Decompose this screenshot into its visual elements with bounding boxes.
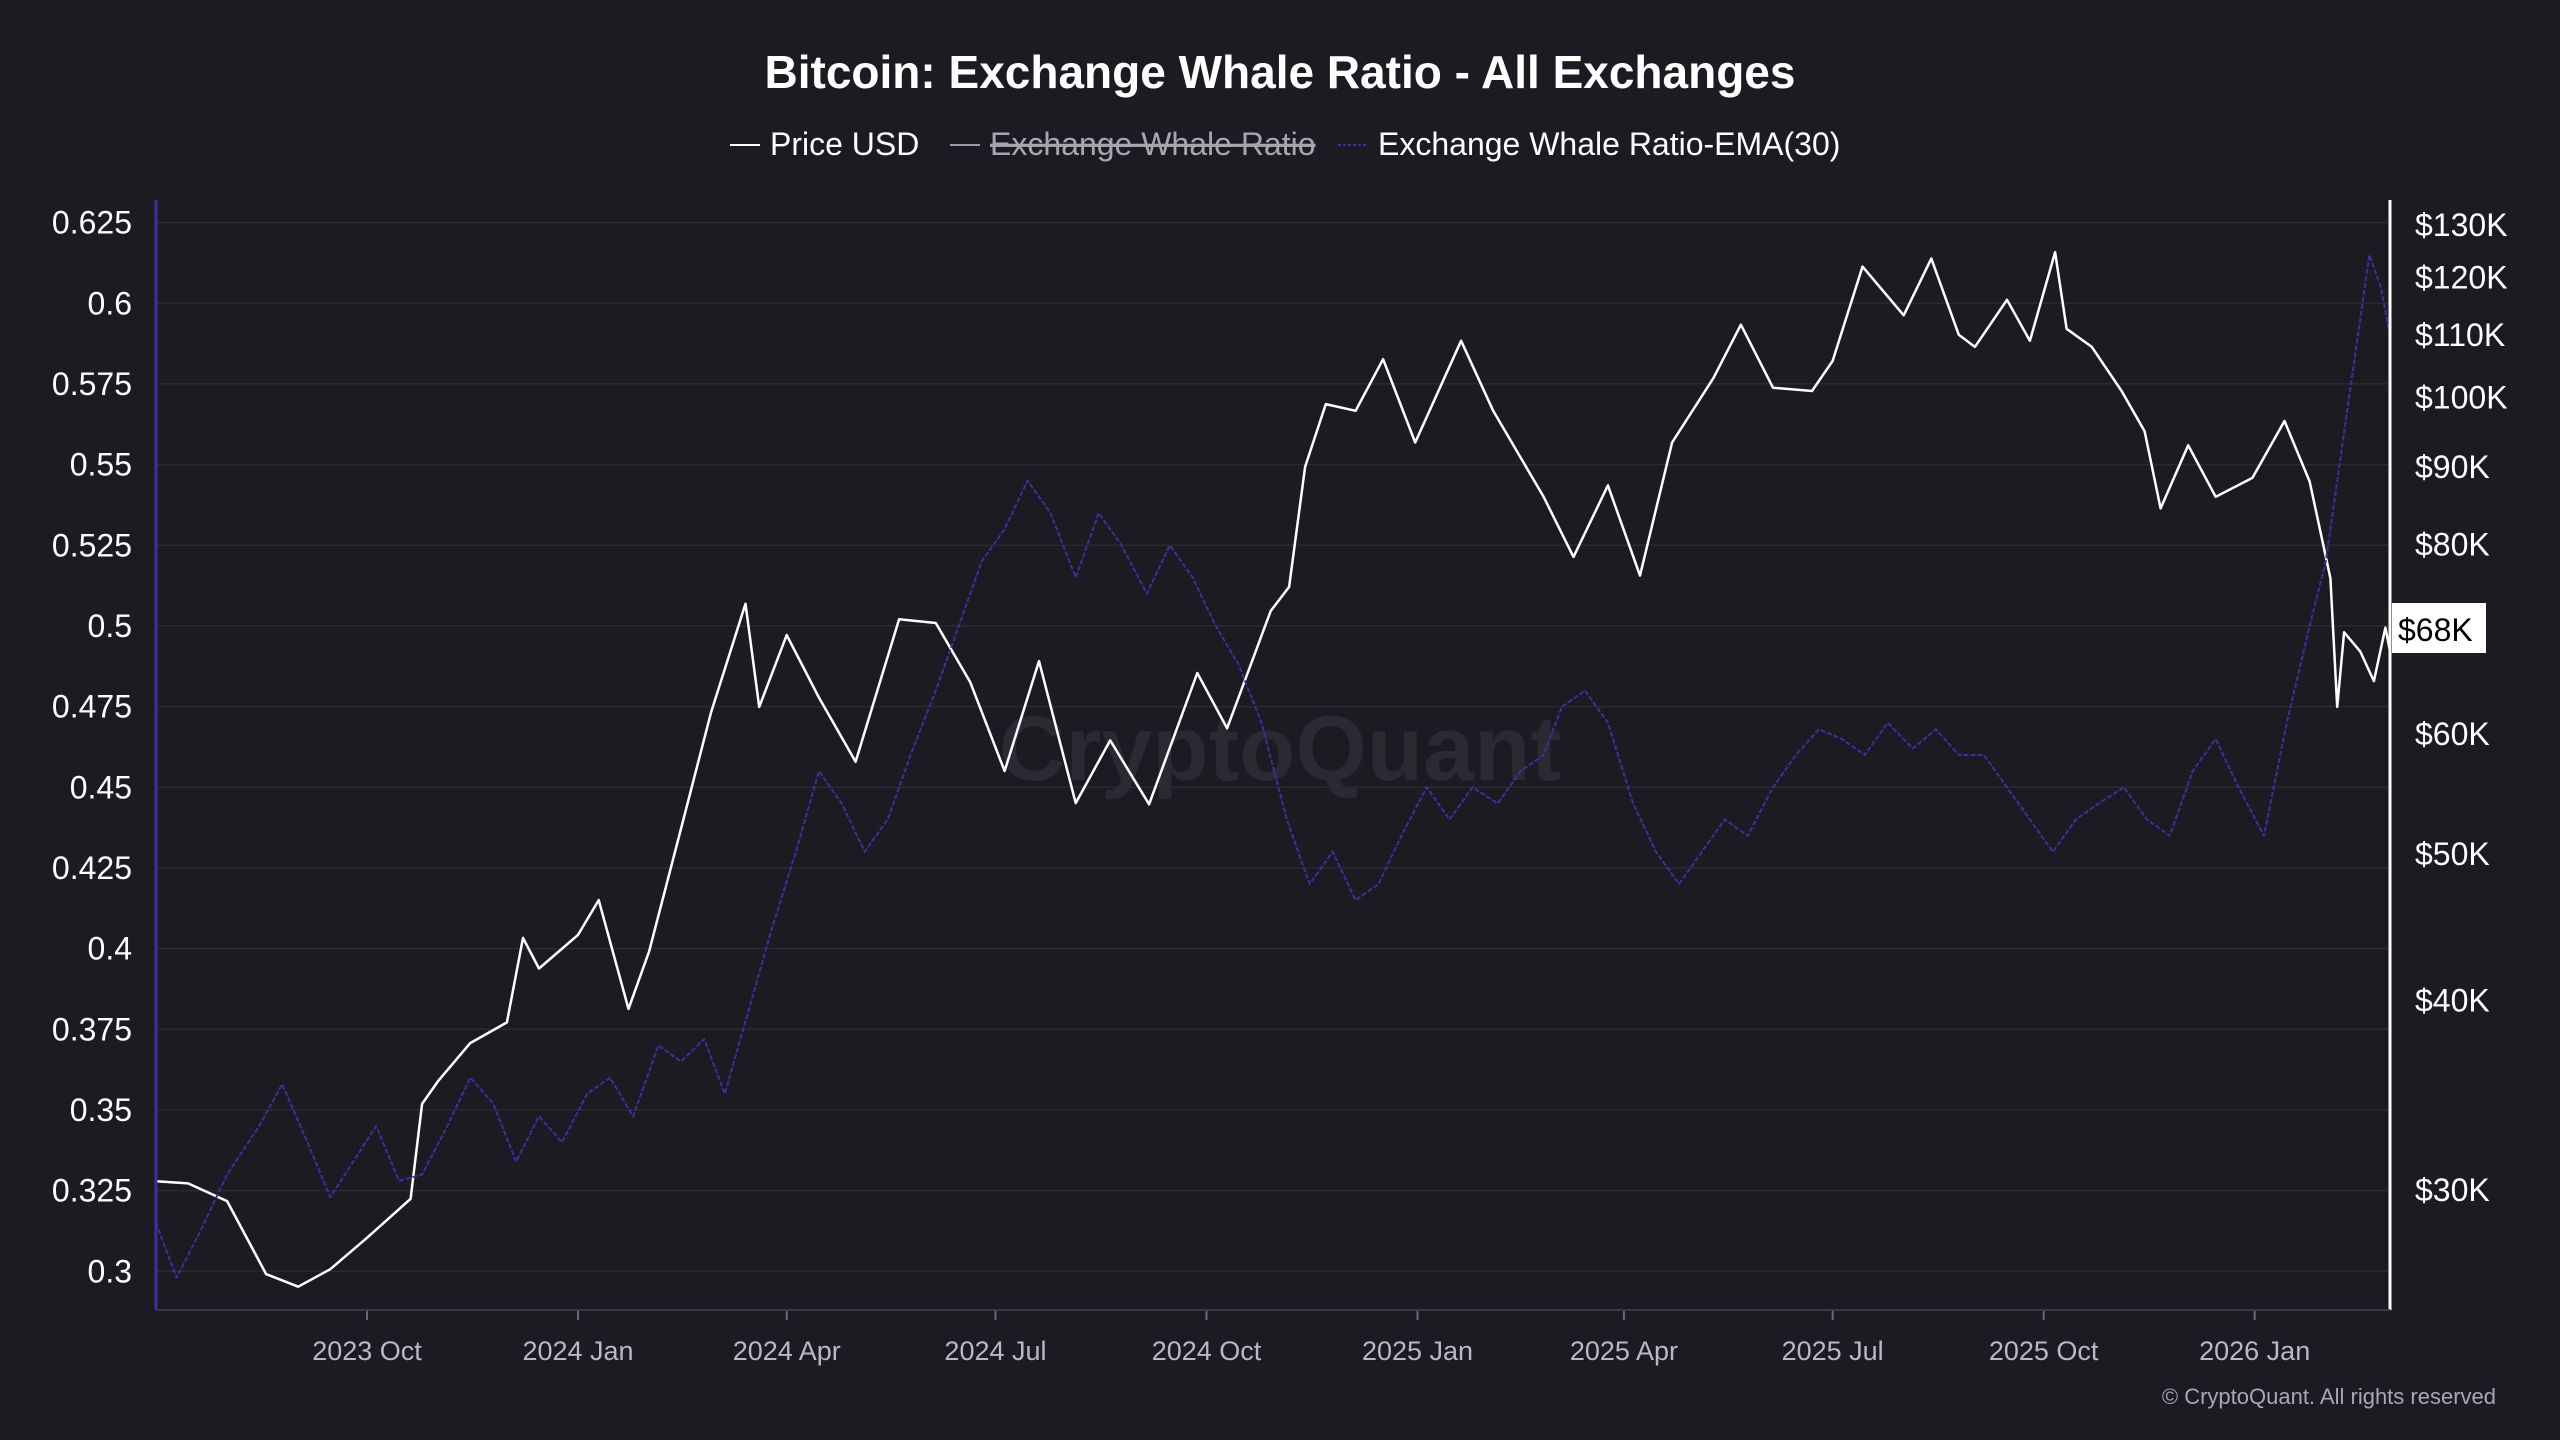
legend-item-ema[interactable]: Exchange Whale Ratio-EMA(30) [1338, 126, 1840, 162]
right-tick-label: $90K [2415, 449, 2490, 485]
x-tick-label: 2025 Apr [1570, 1336, 1678, 1366]
legend-label-ema: Exchange Whale Ratio-EMA(30) [1378, 126, 1840, 162]
right-tick-label: $80K [2415, 526, 2490, 562]
x-tick-label: 2024 Jul [944, 1336, 1046, 1366]
axes: 0.625 0.6 0.575 0.55 0.525 0.5 0.475 0.45 0.425 0… [52, 200, 2508, 1366]
left-tick-label: 0.4 [88, 931, 132, 967]
series-line-price-usd [155, 250, 2392, 1288]
left-tick-label: 0.5 [88, 608, 132, 644]
watermark: CryptoQuant [999, 698, 1561, 800]
legend-label-whale-ratio: Exchange Whale Ratio [990, 126, 1316, 162]
left-tick-label: 0.575 [52, 366, 132, 402]
legend-item-whale-ratio[interactable]: Exchange Whale Ratio [950, 126, 1316, 162]
x-tick-label: 2025 Jan [1362, 1336, 1473, 1366]
right-tick-label: $120K [2415, 260, 2508, 296]
left-tick-label: 0.325 [52, 1173, 132, 1209]
left-tick-label: 0.35 [70, 1092, 132, 1128]
left-tick-label: 0.475 [52, 689, 132, 725]
left-tick-label: 0.625 [52, 205, 132, 241]
left-tick-label: 0.425 [52, 850, 132, 886]
right-tick-label: $100K [2415, 380, 2508, 416]
legend-item-price[interactable]: Price USD [730, 126, 919, 162]
legend-label-price: Price USD [770, 126, 919, 162]
right-tick-label: $30K [2415, 1172, 2490, 1208]
current-price-tag-box [2392, 603, 2486, 653]
x-tick-label: 2026 Jan [2199, 1336, 2310, 1366]
current-price-tag-label: $68K [2398, 612, 2473, 648]
series-layer [155, 250, 2392, 1288]
right-tick-label: $130K [2415, 207, 2508, 243]
right-tick-label: $110K [2415, 317, 2505, 353]
chart-title: Bitcoin: Exchange Whale Ratio - All Exch… [765, 46, 1796, 98]
series-line-whale-ratio-ema [155, 253, 2391, 1279]
x-tick-label: 2025 Oct [1989, 1336, 2099, 1366]
x-tick-label: 2024 Oct [1152, 1336, 1262, 1366]
right-tick-label: $50K [2415, 836, 2490, 872]
legend: Price USD Exchange Whale Ratio Exchange … [730, 126, 1840, 162]
left-tick-label: 0.6 [88, 285, 132, 321]
left-tick-label: 0.3 [88, 1253, 132, 1289]
left-tick-label: 0.375 [52, 1011, 132, 1047]
right-tick-label: $40K [2415, 983, 2490, 1019]
x-tick-label: 2024 Apr [733, 1336, 841, 1366]
left-tick-label: 0.525 [52, 527, 132, 563]
x-tick-label: 2025 Jul [1782, 1336, 1884, 1366]
x-tick-label: 2024 Jan [522, 1336, 633, 1366]
grid [156, 221, 2390, 1273]
left-tick-label: 0.45 [70, 769, 132, 805]
left-tick-label: 0.55 [70, 447, 132, 483]
x-tick-label: 2023 Oct [312, 1336, 422, 1366]
copyright: © CryptoQuant. All rights reserved [2162, 1384, 2496, 1409]
right-tick-label: $60K [2415, 716, 2490, 752]
current-price-tag: $68K [2392, 603, 2486, 653]
